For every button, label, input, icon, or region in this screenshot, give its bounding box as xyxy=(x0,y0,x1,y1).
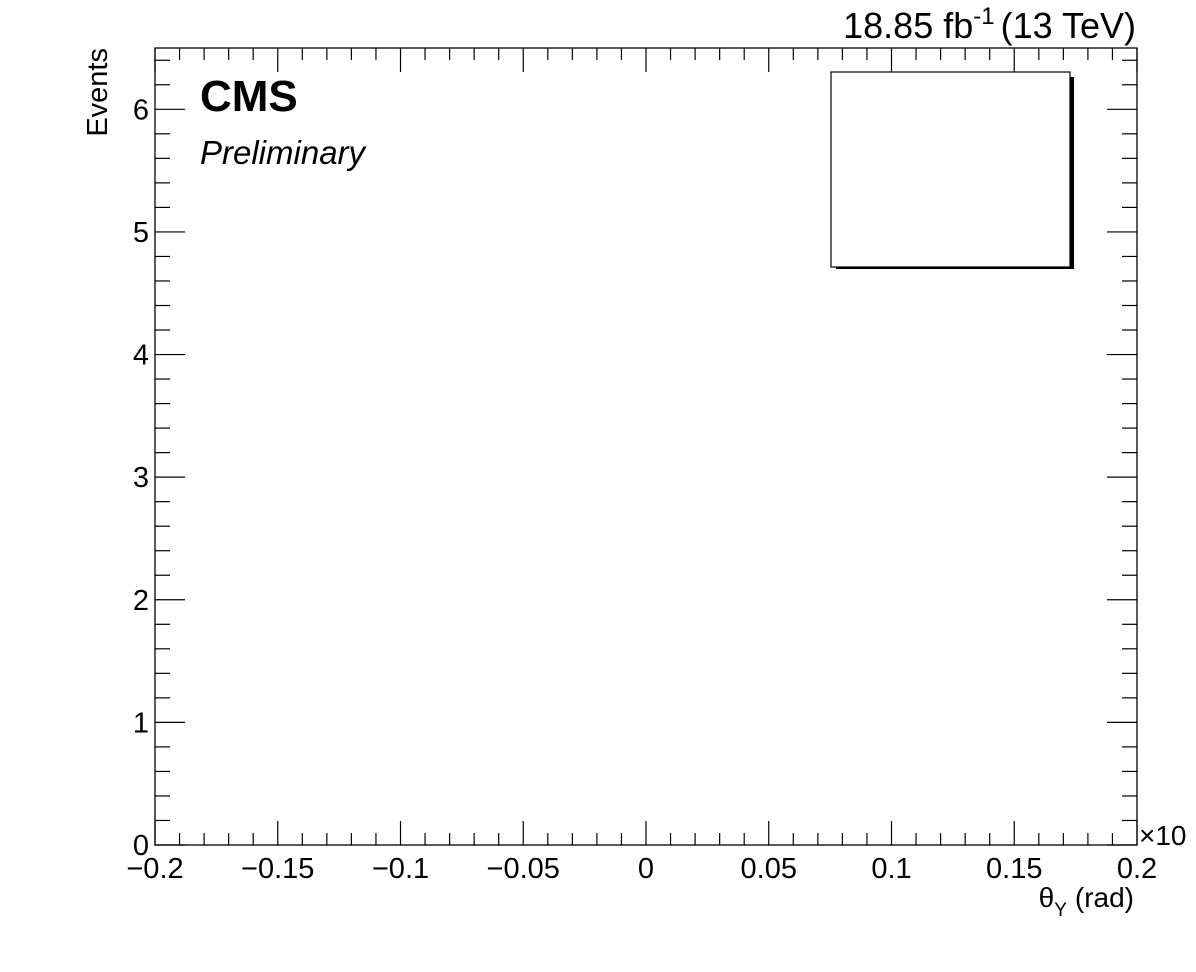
lumi-label: 18.85 fb-1 (13 TeV) xyxy=(843,3,1136,46)
x-tick-label: −0.15 xyxy=(241,853,314,885)
x-tick-label: 0.2 xyxy=(1117,853,1157,885)
y-tick-label: 4 xyxy=(133,340,149,372)
y-tick-label: 1 xyxy=(133,707,149,739)
x-tick-label: −0.2 xyxy=(126,853,183,885)
x-tick-label: 0.15 xyxy=(986,853,1042,885)
x-tick-label: 0.05 xyxy=(741,853,797,885)
x-axis-multiplier: ×10 xyxy=(1139,820,1187,851)
y-axis-title: Events xyxy=(82,48,114,137)
x-tick-label: −0.05 xyxy=(487,853,560,885)
legend-box xyxy=(830,71,1071,268)
x-axis-subscript: Y xyxy=(1054,900,1067,921)
status-label: Preliminary xyxy=(200,134,368,171)
axis-tick-labels: −0.2 −0.15 −0.1 −0.05 0 0.05 0.1 0.15 0.2 0 1 2 3 4 5 6 xyxy=(126,94,1157,885)
y-tick-label: 5 xyxy=(133,217,149,249)
lumi-value: 18.85 fb xyxy=(843,5,973,46)
lumi-energy: (13 TeV) xyxy=(1001,5,1136,46)
x-axis-unit: (rad) xyxy=(1075,882,1134,913)
x-tick-label: −0.1 xyxy=(372,853,429,885)
axis-ticks xyxy=(154,48,1138,846)
lumi-exponent: -1 xyxy=(973,3,994,30)
y-tick-label: 6 xyxy=(133,94,149,126)
y-tick-label: 0 xyxy=(133,830,149,862)
y-tick-label: 2 xyxy=(133,585,149,617)
x-tick-label: 0 xyxy=(638,853,654,885)
experiment-label: CMS xyxy=(200,72,298,121)
x-tick-label: 0.1 xyxy=(871,853,911,885)
y-tick-label: 3 xyxy=(133,462,149,494)
x-axis-title: θY (rad) xyxy=(1039,882,1134,921)
x-axis-symbol: θ xyxy=(1039,882,1055,913)
